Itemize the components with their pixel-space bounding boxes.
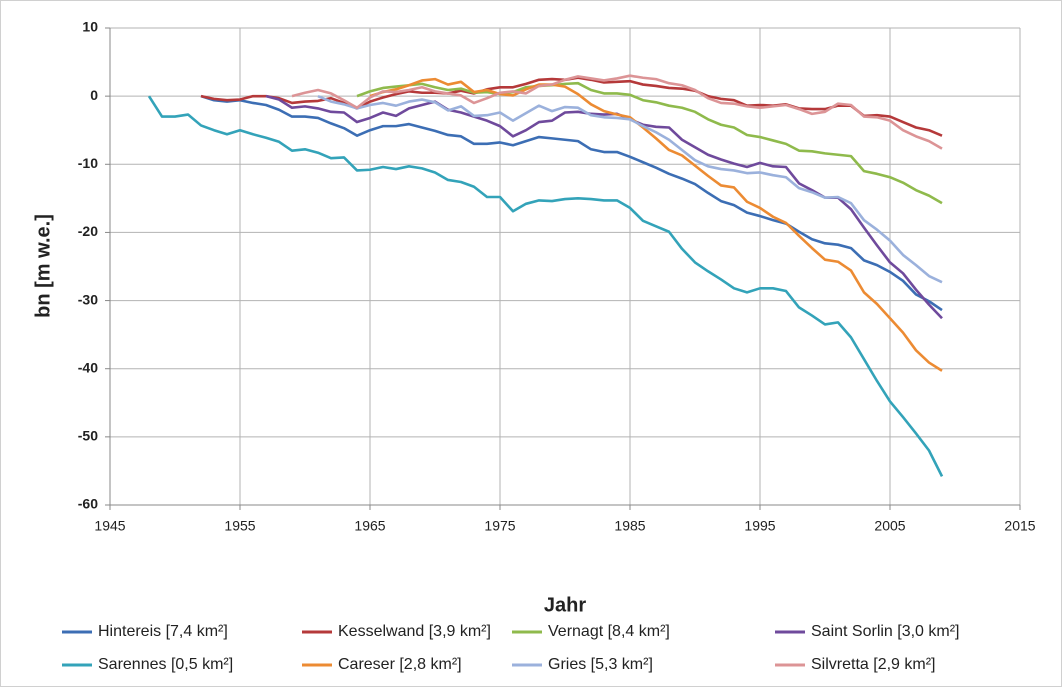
x-tick-label: 1945 xyxy=(94,518,125,534)
y-tick-label: 0 xyxy=(90,87,98,103)
x-tick-label: 2005 xyxy=(874,518,905,534)
y-tick-label: -40 xyxy=(78,359,98,375)
x-tick-label: 1965 xyxy=(354,518,385,534)
legend-label: Saint Sorlin [3,0 km²] xyxy=(811,623,960,640)
grid xyxy=(105,27,1021,510)
series-line xyxy=(200,94,943,312)
legend-label: Vernagt [8,4 km²] xyxy=(548,623,670,640)
y-tick-label: 10 xyxy=(82,19,98,35)
series-line xyxy=(147,95,944,477)
plot-lines xyxy=(147,74,944,477)
x-axis-title: Jahr xyxy=(544,594,586,616)
x-tick-label: 1995 xyxy=(744,518,775,534)
legend-label: Kesselwand [3,9 km²] xyxy=(338,623,491,640)
series-line xyxy=(291,74,943,150)
legend-label: Gries [5,3 km²] xyxy=(548,656,653,673)
axis-labels: 10 0 -10 -20 -30 -40 -50 -60 1945 1955 1965 1975 198… xyxy=(78,19,1036,534)
y-tick-label: -20 xyxy=(78,223,98,239)
legend-label: Hintereis [7,4 km²] xyxy=(98,623,228,640)
x-tick-label: 2015 xyxy=(1004,518,1035,534)
y-tick-label: -30 xyxy=(78,291,98,307)
legend-label: Careser [2,8 km²] xyxy=(338,656,462,673)
y-tick-label: -50 xyxy=(78,428,98,444)
x-tick-label: 1955 xyxy=(224,518,255,534)
y-tick-label: -10 xyxy=(78,155,98,171)
x-tick-label: 1975 xyxy=(484,518,515,534)
legend: Hintereis [7,4 km²] Kesselwand [3,9 km²] V… xyxy=(62,623,960,673)
series-line xyxy=(369,77,943,372)
y-tick-label: -60 xyxy=(78,496,98,512)
x-tick-label: 1985 xyxy=(614,518,645,534)
legend-label: Silvretta [2,9 km²] xyxy=(811,656,935,673)
series-line xyxy=(317,94,943,284)
legend-label: Sarennes [0,5 km²] xyxy=(98,656,233,673)
y-axis-title: bn [m w.e.] xyxy=(32,214,54,318)
series-line xyxy=(356,81,943,205)
